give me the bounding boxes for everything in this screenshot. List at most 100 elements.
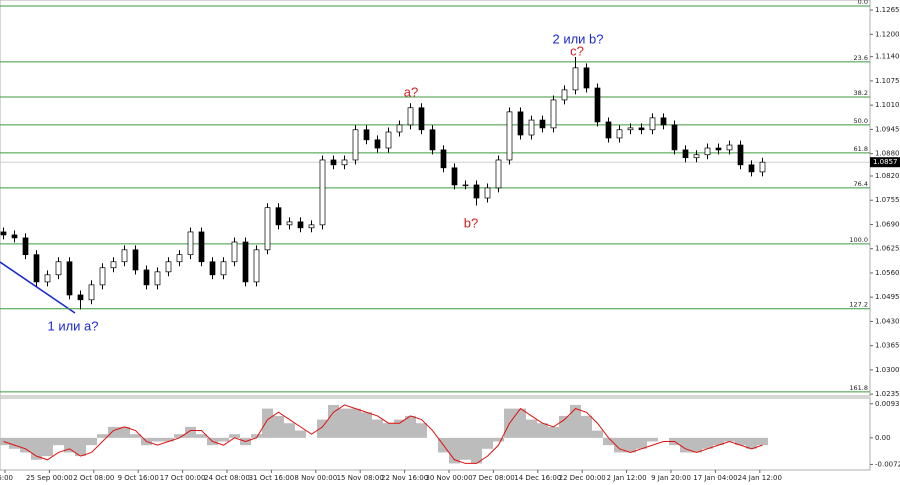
candle-body [385,131,392,149]
macd-bar [482,437,493,449]
fib-label: 61.8 [854,145,868,153]
macd-bar [537,423,548,438]
macd-bar [372,419,383,438]
candle-body [264,207,271,251]
macd-bar [196,434,207,438]
candle-body [143,269,150,286]
x-tick-label: 2 Jan 12:00 [607,474,647,482]
macd-bar [108,426,119,438]
candle-body [462,184,469,187]
y-tick-label: 1.1140 [875,53,900,61]
macd-bar [284,423,295,438]
current-price-box [870,157,900,168]
candle-body [649,117,656,131]
candle-body [660,117,667,126]
x-tick-label: 30 Nov 00:00 [425,474,472,482]
y-tick-label: 1.1200 [875,30,900,38]
macd-bar [119,426,130,438]
y-tick-label: 1.1265 [875,6,900,14]
candle-body [209,261,216,276]
x-tick-label: 9 Oct 16:00 [118,474,159,482]
candle-body [44,274,51,283]
candle-body [418,107,425,131]
candle-body [550,99,557,129]
x-tick-label: 24 Oct 08:00 [204,474,250,482]
candle-body [682,149,689,159]
macd-bar [97,434,108,438]
macd-bar [185,426,196,438]
macd-bar [20,437,31,453]
macd-signal [3,404,763,464]
candle-body [396,124,403,133]
macd-bar [42,437,53,457]
macd-tick-label: 0.00 [875,434,891,442]
y-tick-label: 1.1010 [875,101,900,109]
x-tick-label: 25 Sep 00:00 [26,474,73,482]
wave-label: 2 или b? [552,31,603,46]
macd-bar [405,415,416,438]
candle-body [154,271,161,286]
candle-body [66,261,73,296]
y-tick-label: 1.0880 [875,150,900,158]
macd-bar [680,437,691,453]
candle-body [374,139,381,149]
candle-body [363,129,370,141]
y-tick-label: 1.0755 [875,196,900,204]
candle-body [528,119,535,136]
candle-body [198,231,205,263]
macd-bar [592,430,603,438]
x-tick-label: 7 Dec 08:00 [472,474,515,482]
candle-body [341,159,348,166]
fib-label: 161.8 [849,384,868,392]
fib-label: 100.0 [849,236,868,244]
candle-body [308,224,315,229]
candle-body [110,261,117,269]
candle-body [33,254,40,283]
current-price-label: 1.0857 [873,158,898,166]
macd-bar [394,419,405,438]
fib-label: 0.0 [858,0,868,6]
macd-bar [152,437,163,442]
candle-body [0,231,7,236]
macd-bar [31,437,42,460]
macd-bar [735,437,746,446]
macd-bar [526,419,537,438]
candle-body [440,149,447,169]
macd-bar [163,437,174,442]
candle-body [495,159,502,189]
candle-body [165,261,172,273]
candle-body [429,129,436,151]
candle-body [275,207,282,226]
candle-body [352,129,359,161]
candle-body [187,231,194,256]
candle-body [572,67,579,91]
macd-bar [647,437,658,442]
candle-body [286,221,293,226]
macd-tick-label: -0.00728 [875,460,900,468]
candle-body [55,261,62,276]
macd-bar [416,423,427,438]
macd-bar [361,412,372,438]
y-tick-label: 1.1075 [875,77,900,85]
x-tick-label: 6:00 [0,474,13,482]
x-tick-label: 17 Oct 00:00 [160,474,206,482]
fib-label: 38.2 [854,89,868,97]
macd-bar [53,437,64,446]
x-tick-label: 15 Nov 08:00 [337,474,384,482]
y-tick-label: 1.0495 [875,293,900,301]
x-tick-label: 31 Oct 16:00 [249,474,295,482]
candle-body [539,119,546,129]
macd-bar [339,408,350,438]
price-panel [0,0,871,397]
macd-bar [9,437,20,449]
macd-bar [86,437,97,446]
candle-body [627,127,634,131]
candle-body [220,261,227,276]
candle-body [616,129,623,139]
macd-bar [746,437,757,449]
fib-label: 23.6 [854,54,868,62]
macd-bar [581,415,592,438]
candle-body [561,89,568,101]
macd-bar [251,434,262,438]
